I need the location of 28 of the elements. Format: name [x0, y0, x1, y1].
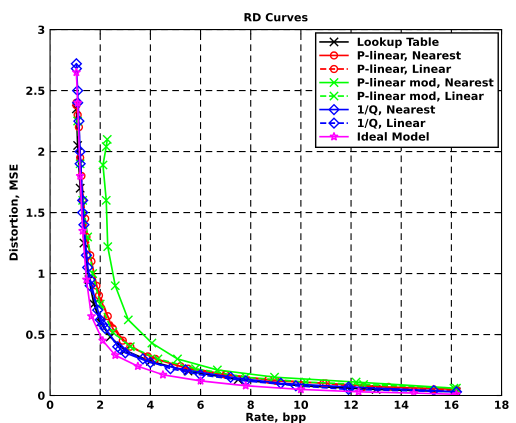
x-tick-label: 14 [394, 400, 408, 409]
x-tick-label: 16 [444, 400, 459, 409]
y-tick-label: 0.5 [26, 330, 44, 339]
x-tick-label: 8 [248, 400, 254, 409]
x-tick-label: 2 [97, 400, 104, 409]
y-tick-label: 2 [38, 148, 44, 156]
x-tick-label: 4 [147, 400, 154, 409]
x-tick-label: 6 [197, 400, 204, 409]
y-tick-label: 3 [38, 26, 44, 34]
legend-label: Lookup Table [358, 37, 439, 48]
x-tick-label: 0 [46, 400, 54, 409]
legend-label: 1/Q, Linear [358, 118, 426, 129]
legend-label: Ideal Model [358, 132, 429, 141]
x-axis-title: Rate, bpp [246, 412, 306, 423]
y-axis-title: Distortion, MSE [9, 164, 20, 260]
legend-label: P-linear mod, Nearest [358, 78, 494, 88]
legend-label: P-linear mod, Linear [358, 92, 484, 102]
x-tick-label: 10 [294, 400, 308, 409]
legend-label: P-linear, Linear [358, 64, 452, 74]
x-tick-label: 18 [495, 400, 509, 409]
chart-title: RD Curves [244, 13, 308, 22]
y-tick-label: 1.5 [26, 208, 44, 217]
legend-label: 1/Q, Nearest [358, 105, 436, 116]
x-tick-label: 12 [344, 400, 358, 409]
y-tick-label: 1 [38, 270, 44, 278]
y-tick-label: 2.5 [26, 86, 44, 95]
legend-label: P-linear, Nearest [358, 50, 461, 61]
y-tick-label: 0 [38, 391, 45, 400]
